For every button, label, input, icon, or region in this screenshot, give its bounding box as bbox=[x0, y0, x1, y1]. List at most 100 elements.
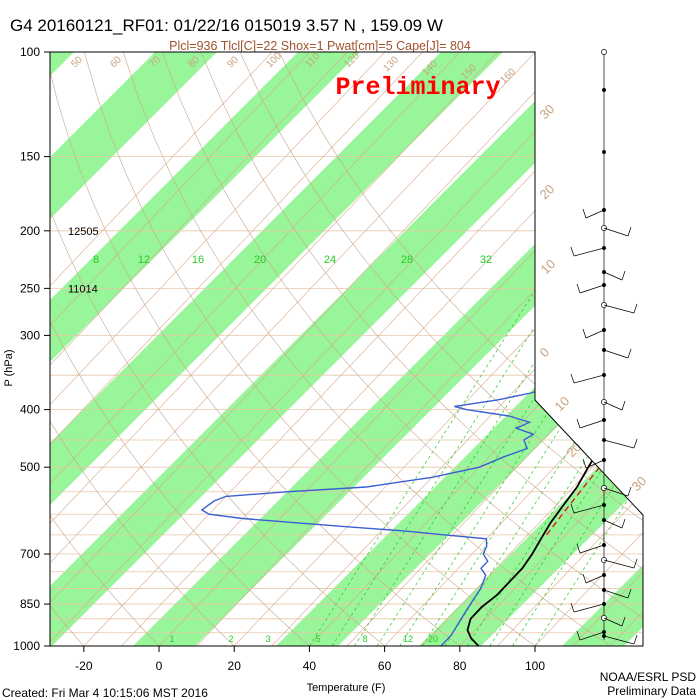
y-tick-label: 700 bbox=[20, 547, 40, 561]
isotherm-label: 30 bbox=[537, 101, 558, 122]
credit-line-2: Preliminary Data bbox=[607, 684, 696, 698]
wind-barb-flag bbox=[576, 543, 581, 554]
isotherm-label: 60 bbox=[108, 54, 124, 70]
mixing-ratio-label: 28 bbox=[401, 254, 413, 266]
dry-adiabat bbox=[0, 52, 9, 646]
adiabat-band bbox=[50, 52, 269, 646]
y-tick-label: 100 bbox=[20, 45, 40, 59]
dry-adiabat bbox=[50, 52, 160, 646]
mixing-ratio-label: 8 bbox=[362, 634, 367, 644]
isotherm-line bbox=[534, 52, 643, 646]
wind-barb bbox=[585, 574, 605, 584]
isotherm-line bbox=[50, 52, 386, 646]
isotherm-line bbox=[50, 52, 611, 646]
wind-barb-flag bbox=[627, 588, 632, 599]
wind-barb-flag bbox=[570, 246, 575, 257]
mixing-ratio-line bbox=[376, 288, 605, 646]
wind-barb-flag bbox=[633, 303, 638, 314]
created-timestamp: Created: Fri Mar 4 10:15:06 MST 2016 bbox=[2, 686, 208, 700]
credit-line-1: NOAA/ESRL PSD bbox=[600, 670, 697, 684]
dry-adiabat bbox=[122, 52, 611, 646]
wind-barb bbox=[585, 209, 605, 219]
mixing-ratio-line bbox=[331, 288, 560, 646]
y-tick-label: 1000 bbox=[13, 639, 40, 653]
wind-barb-flag bbox=[621, 518, 626, 529]
isotherm-line bbox=[50, 52, 498, 646]
mixing-ratio-line bbox=[309, 288, 537, 646]
wind-point bbox=[601, 49, 607, 55]
x-tick-label: 0 bbox=[156, 659, 163, 673]
mixing-ratio-label: 8 bbox=[93, 254, 99, 266]
wind-barb bbox=[585, 329, 605, 339]
adiabat-band bbox=[365, 52, 643, 646]
x-tick-label: -20 bbox=[75, 659, 93, 673]
parcel-line bbox=[546, 203, 643, 536]
wind-barb-flag bbox=[621, 400, 626, 411]
wind-profile bbox=[570, 49, 638, 645]
wind-barb bbox=[573, 247, 605, 257]
isotherm-line bbox=[609, 52, 643, 646]
mixing-ratio-label: 5 bbox=[315, 634, 320, 644]
isotherm-line bbox=[459, 52, 643, 646]
wind-barb bbox=[573, 603, 605, 613]
wind-barb bbox=[573, 374, 605, 384]
wind-barb-flag bbox=[570, 602, 575, 613]
x-axis-ticks: -20 0 20 40 60 80 100 bbox=[75, 646, 545, 673]
mixing-ratio-label: 12 bbox=[403, 634, 413, 644]
isotherm-label: 100 bbox=[264, 50, 284, 70]
dry-adiabat bbox=[84, 52, 536, 646]
mixing-ratio-labels: 8 12 16 20 24 28 321 2 3 5 8 12 20 bbox=[93, 254, 492, 644]
isotherm-line bbox=[572, 52, 643, 646]
mixing-ratio-line bbox=[399, 288, 627, 646]
dry-adiabat bbox=[278, 52, 643, 646]
isotherm-line bbox=[50, 52, 348, 646]
wind-barb-flag bbox=[576, 283, 581, 294]
mixing-ratio-label: 32 bbox=[480, 254, 492, 266]
wind-barb-flag bbox=[633, 634, 638, 645]
y-tick-label: 850 bbox=[20, 597, 40, 611]
wind-barb-flag bbox=[570, 373, 575, 384]
dry-adiabat bbox=[50, 52, 385, 646]
isotherm-label: 130 bbox=[381, 54, 401, 74]
isotherm-line bbox=[196, 52, 643, 646]
y-axis-label: P (hPa) bbox=[3, 349, 15, 386]
x-tick-label: 100 bbox=[525, 659, 545, 673]
isotherm-line bbox=[50, 52, 423, 646]
chart-title: G4 20160121_RF01: 01/22/16 015019 3.57 N… bbox=[10, 16, 443, 35]
adiabat-band bbox=[50, 52, 412, 646]
wind-barb-flag bbox=[633, 438, 638, 449]
isotherm-line bbox=[234, 52, 643, 646]
isotherm-line bbox=[384, 52, 643, 646]
mixing-ratio-line bbox=[467, 288, 643, 646]
wind-barb-flag bbox=[621, 270, 626, 281]
mixing-ratio-label: 1 bbox=[169, 634, 174, 644]
height-label: 12505 bbox=[68, 226, 99, 238]
wind-barb bbox=[603, 559, 635, 569]
wind-barb bbox=[585, 459, 605, 469]
adiabat-band bbox=[651, 0, 700, 700]
x-tick-label: 60 bbox=[378, 659, 392, 673]
isotherm-label: 20 bbox=[537, 181, 558, 202]
wind-barb bbox=[603, 635, 635, 645]
wind-barb bbox=[573, 504, 605, 514]
wind-barb-flag bbox=[627, 348, 632, 359]
mixing-ratio-label: 16 bbox=[192, 254, 204, 266]
dry-adiabat bbox=[50, 52, 235, 646]
wind-barb-flag bbox=[582, 573, 587, 584]
isotherm-label: 160 bbox=[498, 66, 518, 86]
wind-barb-flag bbox=[627, 226, 632, 237]
chart-subtitle: Plcl=936 Tlcl[C]=22 Shox=1 Pwat[cm]=5 Ca… bbox=[169, 39, 471, 53]
x-tick-label: 80 bbox=[453, 659, 467, 673]
y-tick-label: 150 bbox=[20, 150, 40, 164]
wind-barb-flag bbox=[582, 458, 587, 469]
wind-barb bbox=[603, 227, 629, 237]
x-tick-label: 20 bbox=[228, 659, 242, 673]
y-tick-label: 250 bbox=[20, 281, 40, 295]
preliminary-stamp: Preliminary bbox=[335, 73, 500, 102]
y-tick-label: 300 bbox=[20, 328, 40, 342]
y-axis-ticks: 100 150 200 250 300 400 500 700 850 1000 bbox=[13, 45, 50, 653]
dry-adiabat bbox=[50, 52, 310, 646]
